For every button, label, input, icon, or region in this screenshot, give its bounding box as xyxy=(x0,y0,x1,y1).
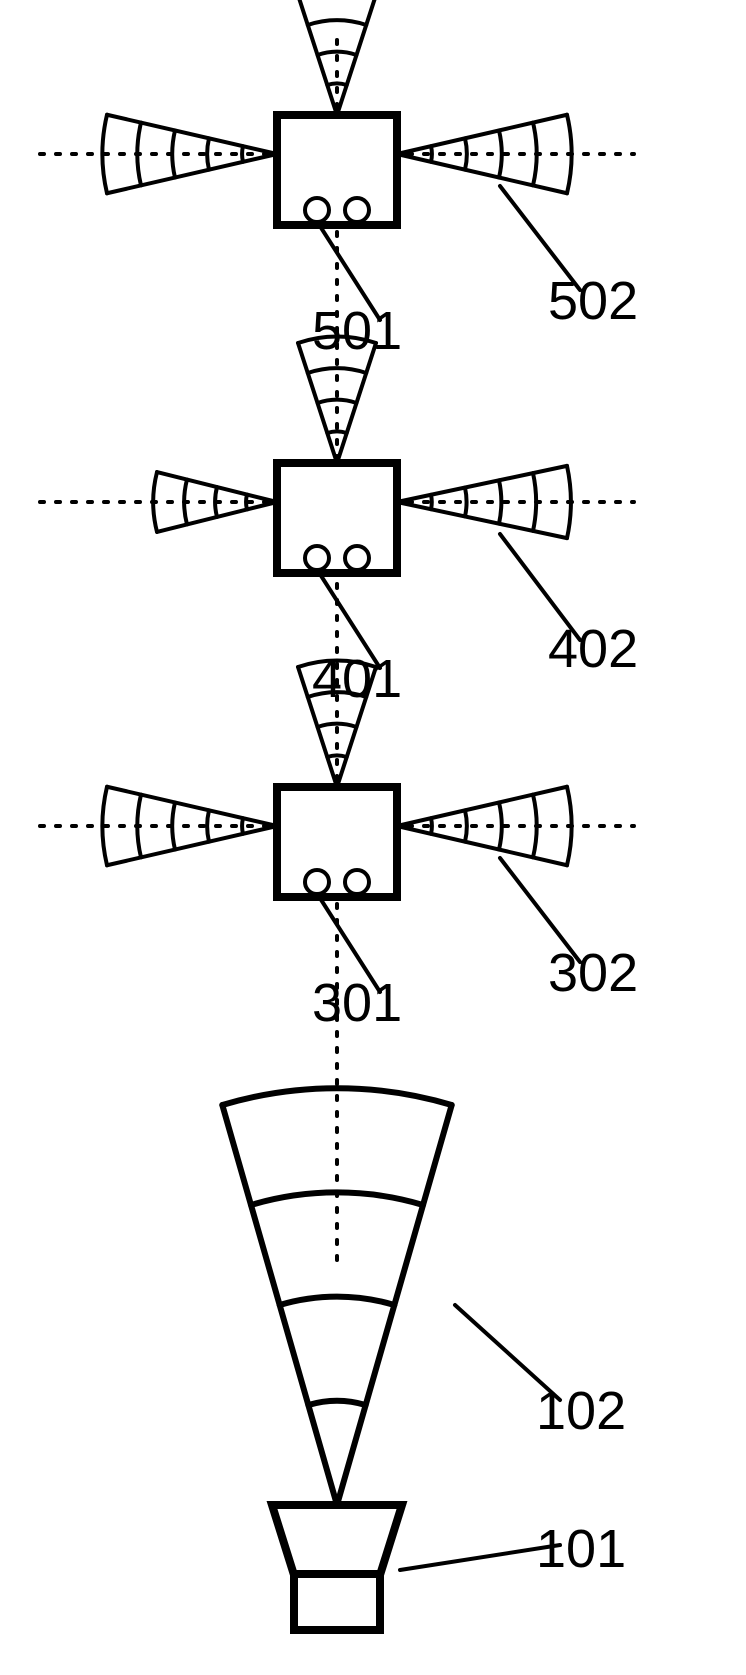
node-box xyxy=(277,463,397,573)
ref-label-501: 501 xyxy=(312,300,402,362)
ref-label-402: 402 xyxy=(548,618,638,680)
ref-label-101: 101 xyxy=(536,1518,626,1580)
node-box xyxy=(277,787,397,897)
speaker-base xyxy=(294,1574,380,1630)
beam-up-icon xyxy=(222,1088,451,1505)
node5 xyxy=(102,0,580,320)
ref-label-102: 102 xyxy=(536,1380,626,1442)
ref-label-401: 401 xyxy=(312,648,402,710)
speaker-horn-icon xyxy=(272,1505,402,1575)
ref-label-502: 502 xyxy=(548,270,638,332)
ref-label-302: 302 xyxy=(548,942,638,1004)
source-emitter xyxy=(222,1088,560,1630)
node-box xyxy=(277,115,397,225)
ref-label-301: 301 xyxy=(312,972,402,1034)
